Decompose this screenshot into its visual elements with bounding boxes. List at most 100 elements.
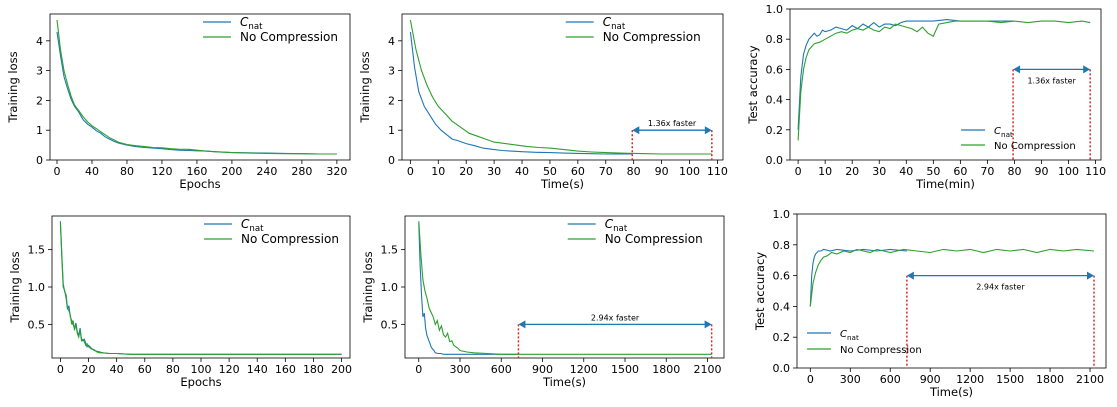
- y-tick-label: 1.5: [28, 244, 46, 257]
- x-tick-label: 1800: [1036, 373, 1064, 386]
- y-tick-label: 2: [36, 94, 43, 107]
- x-tick-label: 30: [487, 165, 501, 178]
- x-tick-label: 160: [275, 363, 296, 376]
- legend-label-no-compression: No Compression: [240, 30, 338, 44]
- x-tick-label: 80: [120, 165, 134, 178]
- x-tick-label: 20: [459, 165, 473, 178]
- y-tick-label: 3: [388, 65, 395, 78]
- x-axis-label: Time(s): [540, 177, 584, 191]
- legend-label-c-nat: Cnat: [994, 126, 1013, 139]
- annotation-arrow-head-left: [1013, 65, 1020, 73]
- chart-panel-5: 0 300 600 900 1200 1500 1800 2100 0.5 1.0 1.5 Time(…: [361, 216, 724, 389]
- x-tick-label: 120: [219, 363, 240, 376]
- x-tick-label: 0: [407, 165, 414, 178]
- x-axis-label: Epochs: [179, 177, 220, 191]
- legend-label-no-compression: No Compression: [994, 141, 1076, 152]
- y-tick-label: 0.4: [766, 94, 784, 107]
- x-tick-label: 80: [627, 165, 641, 178]
- x-tick-label: 100: [1058, 165, 1079, 178]
- y-tick-label: 0.8: [773, 239, 791, 252]
- y-tick-label: 0.4: [773, 300, 791, 313]
- y-tick-label: 0.2: [766, 124, 784, 137]
- x-tick-label: 100: [679, 165, 700, 178]
- y-tick-label: 4: [388, 35, 395, 48]
- y-tick-label: 0.6: [773, 270, 791, 283]
- series-line-c-nat: [419, 224, 519, 355]
- legend-label-c-nat: Cnat: [840, 329, 859, 342]
- x-axis-label: Time(s): [929, 385, 973, 399]
- series-line-no-compression: [810, 249, 1094, 306]
- x-tick-label: 120: [151, 165, 172, 178]
- x-tick-label: 1500: [611, 363, 639, 376]
- y-tick-label: 1.0: [766, 3, 784, 16]
- x-tick-label: 10: [818, 165, 832, 178]
- annotation-arrow-head-right: [1087, 272, 1094, 280]
- x-tick-label: 90: [1035, 165, 1049, 178]
- x-tick-label: 40: [85, 165, 99, 178]
- x-tick-label: 30: [872, 165, 886, 178]
- chart-panel-3: 0 10 20 30 40 50 60 70 80 90 100 110 0.0 0.2 0.4 0.6 0.8…: [746, 3, 1106, 191]
- x-tick-label: 20: [845, 165, 859, 178]
- y-tick-label: 1.0: [381, 281, 399, 294]
- x-tick-label: 90: [655, 165, 669, 178]
- legend-label-no-compression: No Compression: [603, 30, 701, 44]
- x-tick-label: 0: [795, 165, 802, 178]
- x-tick-label: 600: [880, 373, 901, 386]
- y-tick-label: 0.0: [773, 362, 791, 375]
- y-tick-label: 0.5: [28, 318, 46, 331]
- x-tick-label: 2100: [694, 363, 722, 376]
- y-tick-label: 0.0: [766, 154, 784, 167]
- y-tick-label: 3: [36, 65, 43, 78]
- annotation-arrow-head-left: [907, 272, 914, 280]
- y-axis-label: Training loss: [361, 251, 375, 323]
- legend: CnatNo Compression: [204, 217, 339, 246]
- x-tick-label: 240: [256, 165, 277, 178]
- x-tick-label: 40: [515, 165, 529, 178]
- x-tick-label: 1500: [996, 373, 1024, 386]
- annotation-label: 2.94x faster: [976, 283, 1025, 292]
- y-tick-label: 4: [36, 35, 43, 48]
- x-axis-label: Time(min): [915, 177, 975, 191]
- annotation-arrow-head-left: [518, 320, 525, 328]
- x-tick-label: 40: [899, 165, 913, 178]
- x-tick-label: 0: [807, 373, 814, 386]
- x-tick-label: 60: [138, 363, 152, 376]
- chart-panel-4: 0 20 40 60 80 100 120 140 160 180 200 0.5 1.0 1.5 Epoc…: [8, 216, 352, 389]
- x-tick-label: 70: [599, 165, 613, 178]
- annotation-arrow-head-right: [705, 320, 712, 328]
- annotation-arrow-head-right: [705, 126, 712, 134]
- annotation-label: 1.36x faster: [1027, 76, 1076, 85]
- x-tick-label: 110: [707, 165, 728, 178]
- x-tick-label: 300: [840, 373, 861, 386]
- chart-panel-6: 0 300 600 900 1200 1500 1800 2100 0.0 0.2 0.4 0.6 0.…: [753, 208, 1106, 399]
- annotation-arrow-head-left: [632, 126, 639, 134]
- x-tick-label: 180: [303, 363, 324, 376]
- x-axis-label: Time(s): [542, 375, 586, 389]
- x-tick-label: 10: [431, 165, 445, 178]
- y-tick-label: 0: [388, 154, 395, 167]
- x-tick-label: 200: [331, 363, 352, 376]
- y-axis-label: Training loss: [8, 251, 22, 323]
- series-line-c-nat: [57, 32, 337, 154]
- annotation-arrow-head-right: [1083, 65, 1090, 73]
- x-tick-label: 2100: [1076, 373, 1104, 386]
- x-tick-label: 140: [247, 363, 268, 376]
- y-axis-label: Test accuracy: [753, 252, 767, 331]
- annotation-label: 2.94x faster: [591, 313, 640, 322]
- x-tick-label: 320: [326, 165, 347, 178]
- x-tick-label: 110: [1085, 165, 1106, 178]
- y-tick-label: 1.0: [773, 208, 791, 221]
- y-axis-label: Training loss: [358, 51, 372, 123]
- x-tick-label: 280: [291, 165, 312, 178]
- x-tick-label: 200: [221, 165, 242, 178]
- x-tick-label: 80: [1007, 165, 1021, 178]
- x-tick-label: 1800: [652, 363, 680, 376]
- y-tick-label: 1.0: [28, 281, 46, 294]
- y-tick-label: 1.5: [381, 244, 399, 257]
- series-line-c-nat: [410, 32, 632, 154]
- y-tick-label: 0: [36, 154, 43, 167]
- x-tick-label: 0: [53, 165, 60, 178]
- x-tick-label: 0: [57, 363, 64, 376]
- y-axis-label: Training loss: [6, 51, 20, 123]
